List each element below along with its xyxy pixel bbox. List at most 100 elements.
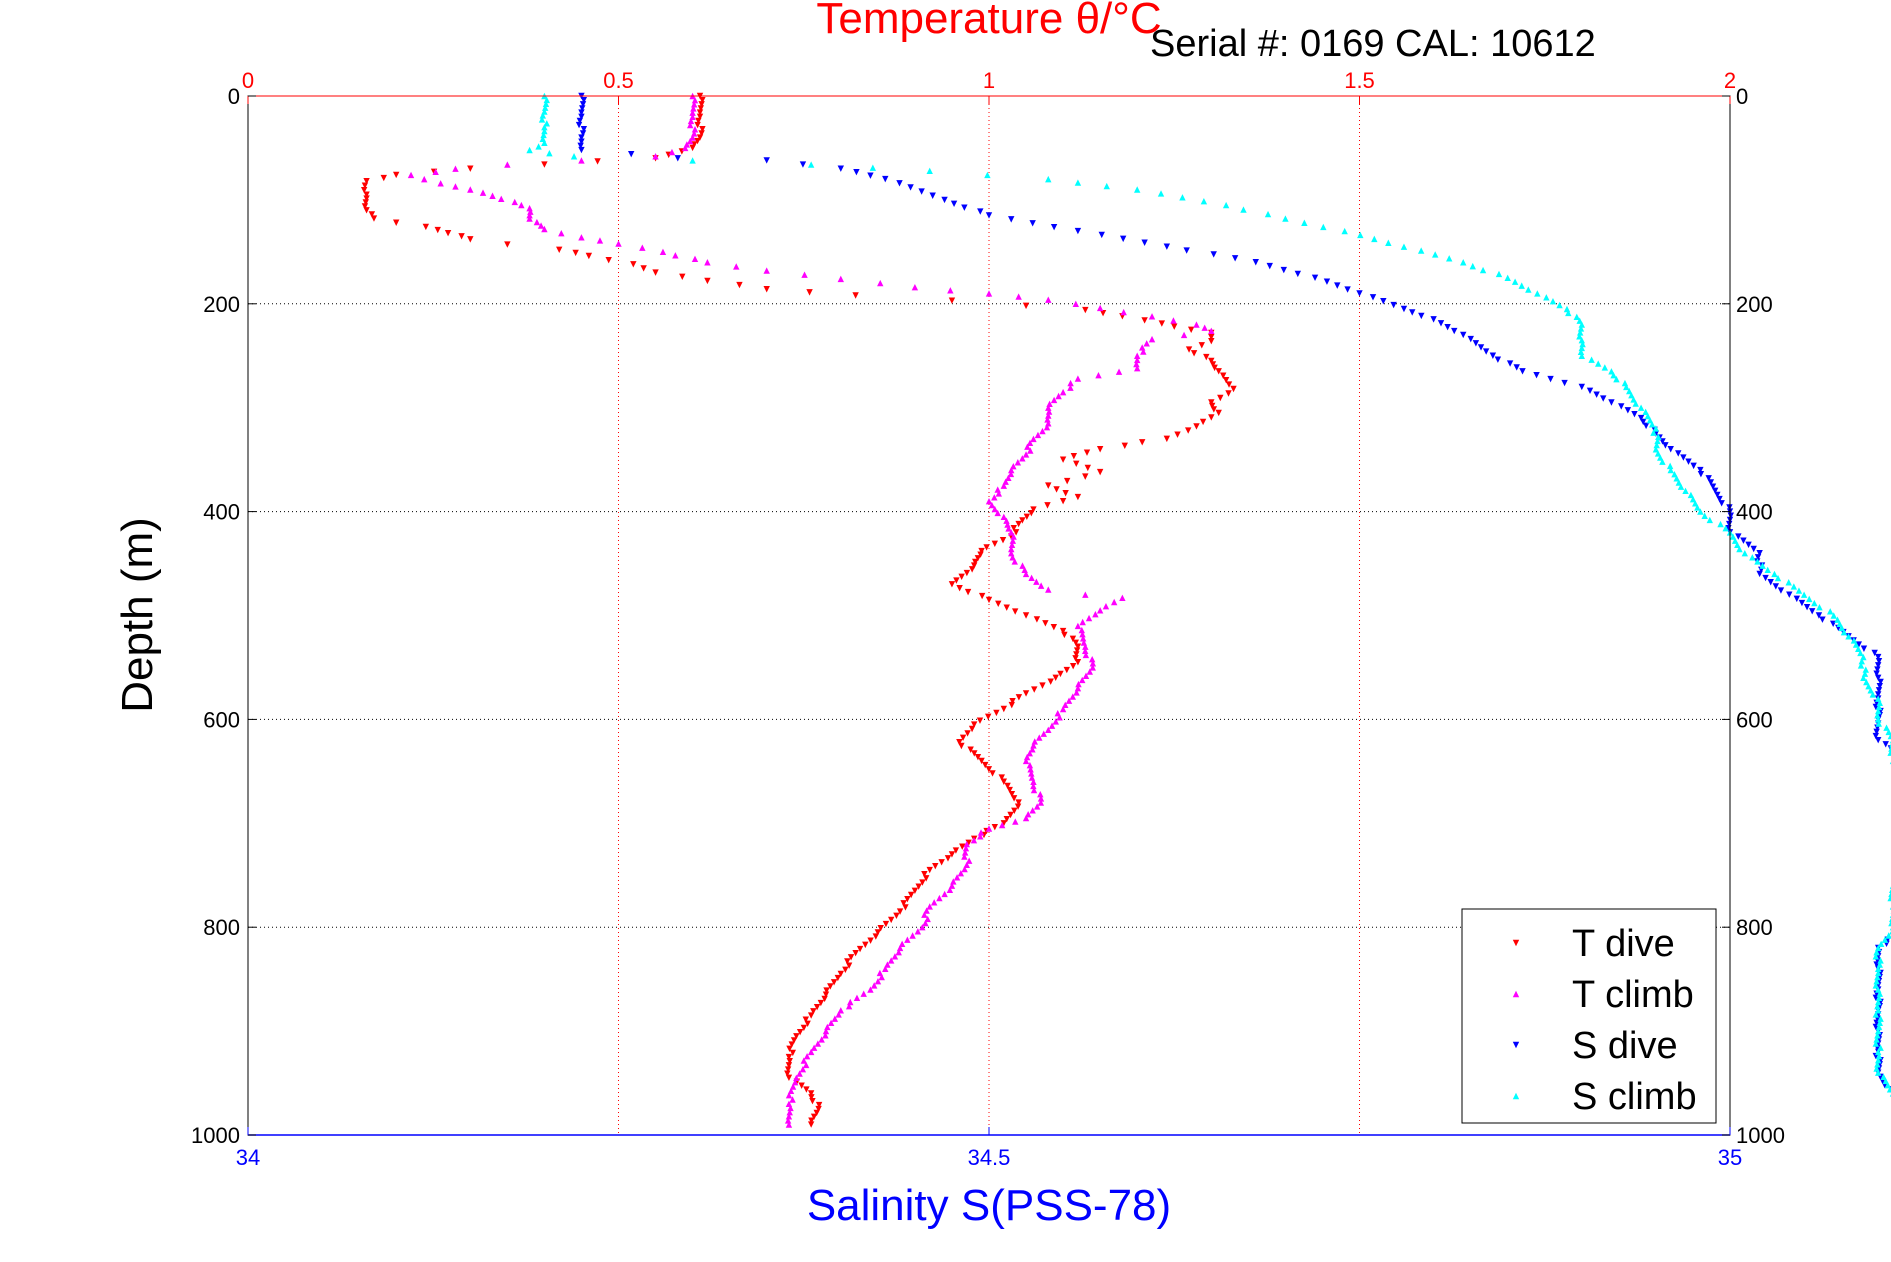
t-climb-sample — [691, 126, 699, 133]
s-climb-sample — [1692, 500, 1699, 507]
t-climb-sample — [1045, 412, 1052, 419]
t-dive-sample — [1217, 394, 1224, 402]
t-climb-sample — [877, 279, 884, 287]
s-dive-point — [1489, 352, 1497, 359]
t-dive-point — [1000, 778, 1008, 785]
t-dive-sample — [694, 137, 701, 145]
t-dive-point — [948, 851, 956, 858]
t-climb-sample — [789, 1096, 796, 1103]
t-climb-sample — [1026, 749, 1033, 757]
t-climb-sample — [1009, 554, 1016, 561]
t-climb-sample — [1140, 348, 1147, 355]
t-dive-sample — [964, 588, 972, 596]
t-climb-sample — [796, 1070, 803, 1077]
t-climb-sample — [1043, 423, 1051, 431]
s-climb-sample — [1874, 1032, 1881, 1039]
t-dive-point — [785, 1053, 793, 1061]
t-climb-point — [1059, 388, 1067, 396]
s-climb-point — [1534, 290, 1541, 297]
t-climb-sample — [1139, 344, 1146, 351]
t-dive-sample — [938, 859, 945, 866]
depth-tick-label-right: 800 — [1736, 915, 1773, 940]
s-climb-sample — [1675, 479, 1683, 486]
t-dive-sample — [1023, 513, 1031, 520]
t-dive-point — [467, 236, 474, 243]
s-climb-sample — [1875, 707, 1882, 715]
s-climb-point — [1652, 446, 1660, 453]
s-dive-point — [1356, 290, 1363, 297]
s-dive-point — [1311, 274, 1319, 282]
t-climb-sample — [518, 201, 525, 209]
s-climb-sample — [1874, 712, 1881, 719]
s-climb-sample — [1525, 286, 1532, 293]
t-dive-sample — [867, 937, 874, 944]
s-dive-point — [1697, 466, 1704, 474]
legend-label-t-dive: T dive — [1572, 923, 1675, 965]
s-climb-point — [1578, 336, 1585, 344]
t-climb-sample — [527, 208, 534, 215]
t-climb-sample — [822, 1032, 829, 1039]
s-dive-sample — [1451, 327, 1458, 335]
s-climb-sample — [1495, 270, 1503, 278]
t-dive-point — [807, 1090, 815, 1097]
t-dive-point — [1185, 346, 1193, 353]
s-climb-sample — [1579, 340, 1586, 348]
s-dive-sample — [1183, 247, 1190, 254]
s-climb-point — [1875, 1027, 1882, 1035]
t-dive-sample — [786, 1045, 793, 1052]
s-dive-sample — [576, 117, 584, 125]
t-dive-sample — [1015, 694, 1023, 701]
t-dive-sample — [1225, 381, 1233, 388]
t-dive-point — [852, 949, 859, 957]
t-dive-point — [807, 1012, 815, 1019]
t-climb-sample — [1033, 803, 1041, 810]
s-climb-sample — [1689, 495, 1697, 503]
t-climb-point — [963, 861, 970, 869]
t-climb-sample — [1170, 317, 1177, 324]
t-climb-point — [1008, 466, 1015, 474]
s-dive-point — [1711, 487, 1719, 495]
s-dive-sample — [1697, 470, 1705, 478]
t-dive-sample — [605, 256, 612, 264]
depth-tick-label-right: 1000 — [1736, 1123, 1785, 1148]
t-dive-sample — [872, 933, 880, 940]
t-climb-point — [1045, 296, 1052, 303]
t-climb-sample — [871, 982, 878, 989]
t-climb-point — [985, 290, 993, 297]
t-dive-point — [956, 739, 963, 746]
s-dive-sample — [1874, 666, 1881, 673]
s-dive-sample — [1294, 270, 1302, 278]
temperature-axis-title: Temperature θ/°C — [816, 0, 1161, 43]
s-dive-sample — [1875, 662, 1882, 669]
s-climb-sample — [1863, 678, 1870, 686]
s-climb-point — [1682, 487, 1689, 495]
s-dive-sample — [1586, 387, 1594, 395]
s-dive-sample — [1793, 595, 1801, 603]
t-dive-sample — [1072, 639, 1080, 646]
t-climb-point — [1037, 799, 1045, 806]
s-climb-sample — [1876, 1019, 1883, 1026]
t-dive-sample — [1072, 655, 1079, 662]
s-climb-sample — [1731, 537, 1739, 544]
t-dive-sample — [1007, 811, 1014, 819]
s-climb-sample — [1885, 728, 1891, 736]
t-climb-sample — [691, 255, 699, 262]
s-climb-point — [1875, 1069, 1882, 1076]
t-dive-point — [1163, 435, 1171, 443]
legend-marker-s-dive — [1512, 1041, 1520, 1049]
legend-box — [1461, 908, 1717, 1124]
t-dive-sample — [999, 536, 1007, 544]
temperature-tick-label: 0 — [242, 68, 254, 93]
t-dive-sample — [679, 273, 686, 280]
temperature-tick-label: 1 — [983, 68, 995, 93]
t-climb-sample — [1050, 396, 1058, 404]
t-climb-point — [1148, 335, 1156, 343]
s-climb-sample — [1816, 603, 1823, 611]
s-climb-sample — [1385, 239, 1392, 246]
s-climb-sample — [543, 120, 550, 127]
legend-marker-t-climb — [1512, 990, 1520, 998]
t-dive-sample — [594, 158, 601, 165]
s-dive-sample — [1050, 223, 1058, 231]
s-dive-sample — [1477, 344, 1485, 351]
